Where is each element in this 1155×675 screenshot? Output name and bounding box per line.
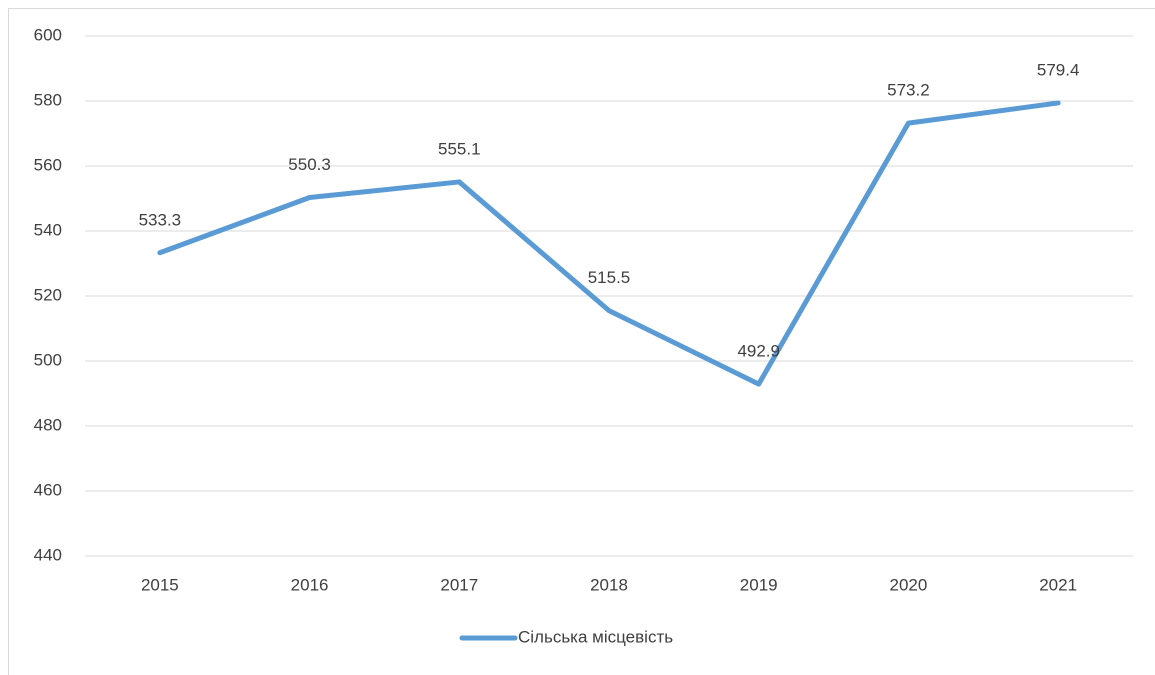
x-tick-label: 2017 <box>440 575 478 594</box>
x-tick-label: 2015 <box>141 575 179 594</box>
y-tick-label: 440 <box>34 545 62 564</box>
data-label: 579.4 <box>1037 60 1080 79</box>
x-tick-label: 2021 <box>1039 575 1077 594</box>
data-label: 555.1 <box>438 139 481 158</box>
data-label: 515.5 <box>588 268 631 287</box>
chart-frame <box>8 8 1155 675</box>
y-tick-label: 560 <box>34 155 62 174</box>
y-tick-label: 480 <box>34 415 62 434</box>
y-tick-label: 600 <box>34 25 62 44</box>
y-tick-label: 520 <box>34 285 62 304</box>
x-tick-label: 2020 <box>890 575 928 594</box>
y-tick-label: 540 <box>34 220 62 239</box>
data-line <box>157 100 1061 387</box>
x-tick-label: 2018 <box>590 575 628 594</box>
x-tick-label: 2019 <box>740 575 778 594</box>
data-label: 492.9 <box>737 342 780 361</box>
data-label: 550.3 <box>288 155 331 174</box>
data-label: 533.3 <box>139 210 182 229</box>
data-label: 573.2 <box>887 81 930 100</box>
y-tick-label: 500 <box>34 350 62 369</box>
legend-label: Сільська місцевість <box>518 627 673 646</box>
y-tick-label: 460 <box>34 480 62 499</box>
y-tick-label: 580 <box>34 90 62 109</box>
x-tick-label: 2016 <box>291 575 329 594</box>
